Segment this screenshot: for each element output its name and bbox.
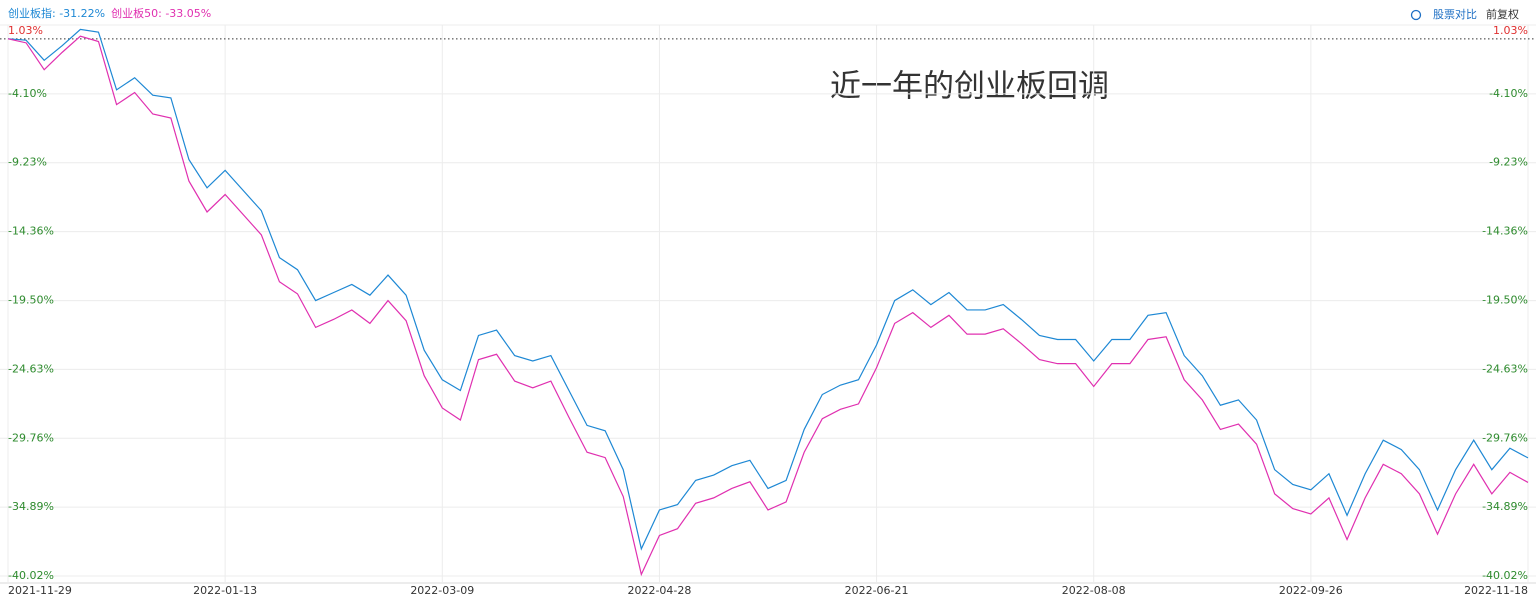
y-tick-label: -24.63% — [8, 362, 54, 375]
annotation: 近一年的创业板回调 — [830, 69, 1109, 105]
y-tick-label: -34.89% — [8, 500, 54, 513]
compare-icon — [1410, 9, 1422, 21]
x-tick-label: 2021-11-29 — [8, 584, 72, 597]
x-tick-label: 2022-06-21 — [845, 584, 909, 597]
adjust-label[interactable]: 前复权 — [1486, 7, 1519, 21]
legend-entry: 创业板指: -31.22% — [8, 6, 105, 20]
y-tick-label-right: -14.36% — [1482, 225, 1528, 238]
y-tick-label-right: -19.50% — [1482, 294, 1528, 307]
y-tick-label-right: -24.63% — [1482, 362, 1528, 375]
x-tick-label: 2022-08-08 — [1062, 584, 1126, 597]
y-tick-label: 1.03% — [8, 24, 43, 37]
y-tick-label-right: -29.76% — [1482, 431, 1528, 444]
x-tick-label: 2022-03-09 — [410, 584, 474, 597]
y-tick-label-right: -40.02% — [1482, 569, 1528, 582]
x-tick-label: 2022-09-26 — [1279, 584, 1343, 597]
y-tick-label-right: -9.23% — [1489, 156, 1528, 169]
series-line — [7, 35, 1529, 577]
y-tick-label-right: -34.89% — [1482, 500, 1528, 513]
x-tick-label: 2022-04-28 — [627, 584, 691, 597]
y-tick-label-right: -4.10% — [1489, 87, 1528, 100]
y-tick-label: -29.76% — [8, 431, 54, 444]
y-tick-label-right: 1.03% — [1493, 24, 1528, 37]
compare-label[interactable]: 股票对比 — [1433, 7, 1477, 21]
stock-compare-button[interactable]: 股票对比 — [1410, 7, 1478, 21]
y-tick-label: -9.23% — [8, 156, 47, 169]
y-tick-label: -14.36% — [8, 225, 54, 238]
x-tick-label: 2022-11-18 — [1464, 584, 1528, 597]
series-line — [7, 28, 1529, 551]
y-tick-label: -40.02% — [8, 569, 54, 582]
legend-entry: 创业板50: -33.05% — [111, 6, 211, 20]
y-tick-label: -19.50% — [8, 294, 54, 307]
x-tick-label: 2022-01-13 — [193, 584, 257, 597]
y-tick-label: -4.10% — [8, 87, 47, 100]
